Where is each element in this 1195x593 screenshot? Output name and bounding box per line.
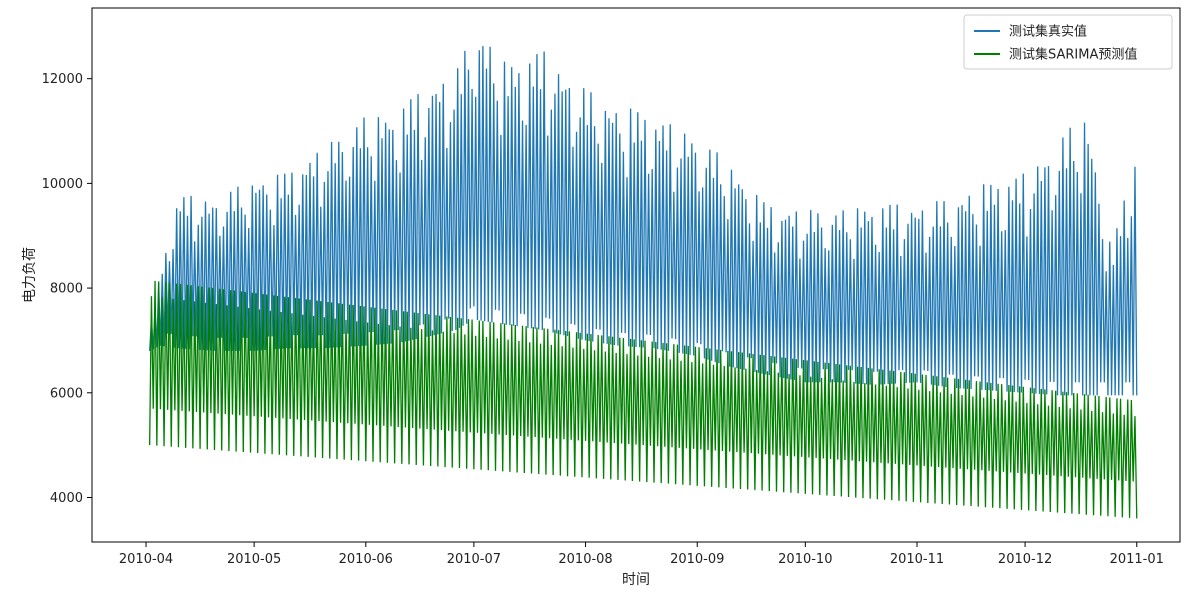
y-tick-label: 10000 <box>42 177 83 192</box>
y-axis-label: 电力负荷 <box>22 247 38 303</box>
y-tick-label: 12000 <box>42 72 83 87</box>
x-tick-label: 2010-08 <box>558 552 612 567</box>
plot-frame <box>91 7 1181 543</box>
y-tick-label: 4000 <box>50 491 83 506</box>
x-tick-label: 2010-12 <box>998 552 1052 567</box>
legend-entry-label: 测试集SARIMA预测值 <box>1009 47 1137 63</box>
series-line-actual <box>148 46 1138 396</box>
series-layer <box>148 46 1138 519</box>
legend-entry-label: 测试集真实值 <box>1009 24 1087 40</box>
x-tick-label: 2010-10 <box>778 552 832 567</box>
legend-box <box>963 14 1173 70</box>
x-axis-label: 时间 <box>622 572 650 588</box>
y-tick-label: 8000 <box>50 282 83 297</box>
x-tick-label: 2011-01 <box>1110 552 1164 567</box>
x-tick-label: 2010-04 <box>119 552 173 567</box>
x-tick-label: 2010-06 <box>339 552 393 567</box>
axes-layer: 2010-04 2010-05 2010-06 2010-07 2010-08 2010-… <box>42 7 1181 567</box>
x-tick-label: 2010-11 <box>890 552 944 567</box>
x-tick-label: 2010-09 <box>670 552 724 567</box>
y-tick-label: 6000 <box>50 386 83 401</box>
series-line-sarima <box>148 280 1138 519</box>
x-tick-label: 2010-05 <box>227 552 281 567</box>
x-tick-label: 2010-07 <box>447 552 501 567</box>
